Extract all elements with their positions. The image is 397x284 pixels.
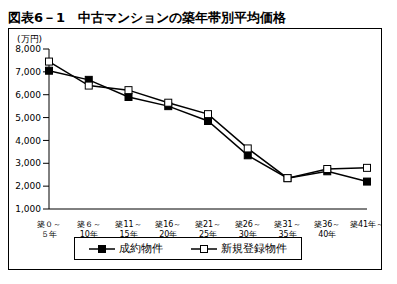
svg-text:5,000: 5,000 <box>15 113 41 123</box>
svg-text:築11～15年: 築11～15年 <box>115 220 141 239</box>
html-text:(万円): (万円) <box>17 34 42 44</box>
svg-text:3,000: 3,000 <box>15 158 41 168</box>
svg-text:築26～30年: 築26～30年 <box>235 220 261 239</box>
html-text:図表6－1 中古マンションの築年帯別平均価格: 図表6－1 中古マンションの築年帯別平均価格 <box>8 10 287 25</box>
svg-text:築６～10年: 築６～10年 <box>77 220 101 239</box>
svg-text:6,000: 6,000 <box>15 90 41 100</box>
svg-text:8,000: 8,000 <box>15 44 41 54</box>
svg-text:築41年～: 築41年～ <box>350 220 381 229</box>
html-text:新規登録物件: 新規登録物件 <box>221 242 287 255</box>
svg-text:築０～５年: 築０～５年 <box>37 220 61 239</box>
svg-text:7,000: 7,000 <box>15 67 41 77</box>
svg-text:築31～35年: 築31～35年 <box>274 220 300 239</box>
html-text:成約物件: 成約物件 <box>119 242 163 255</box>
svg-text:築21～25年: 築21～25年 <box>195 220 221 239</box>
svg-text:築16～20年: 築16～20年 <box>155 220 181 239</box>
svg-text:1,000: 1,000 <box>15 204 41 214</box>
svg-text:4,000: 4,000 <box>15 136 41 146</box>
svg-text:築36～40年: 築36～40年 <box>314 220 340 239</box>
svg-text:2,000: 2,000 <box>15 181 41 191</box>
